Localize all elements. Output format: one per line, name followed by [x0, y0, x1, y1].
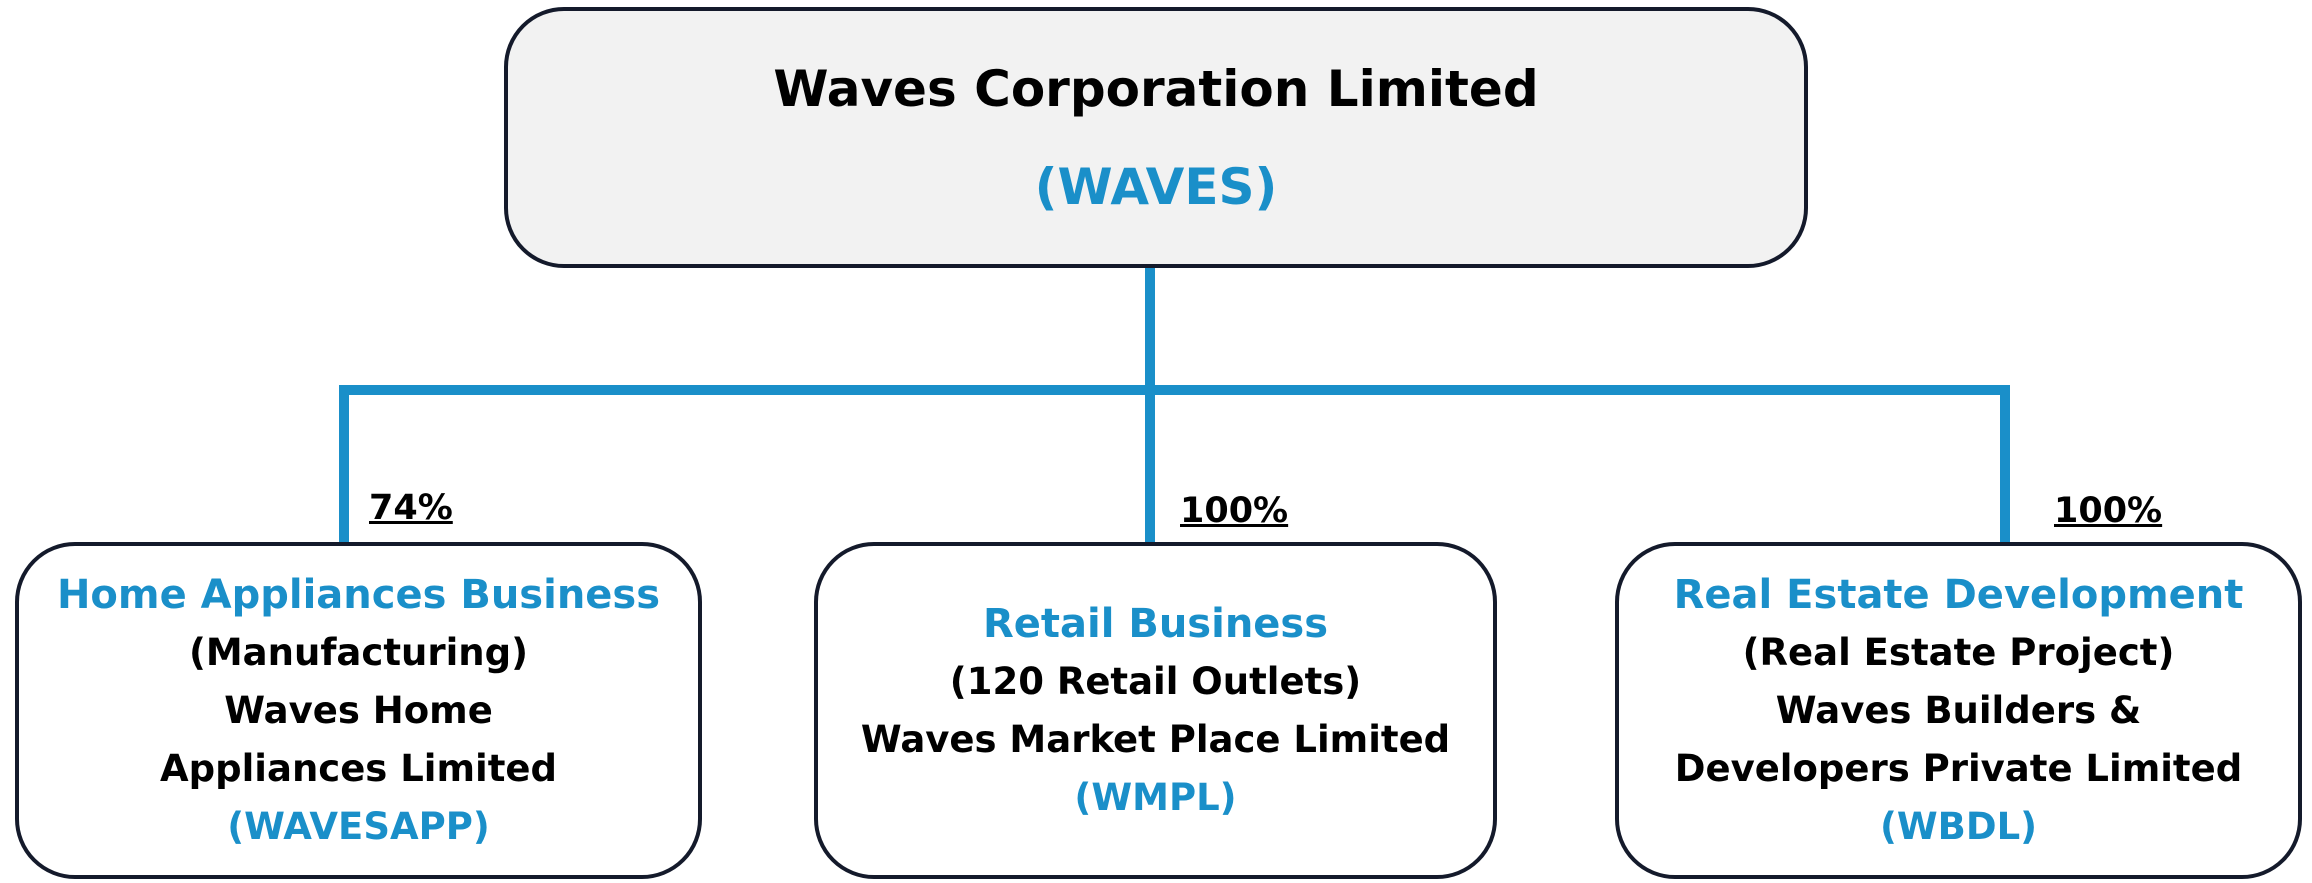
root-title: Waves Corporation Limited: [773, 59, 1539, 118]
node-box: Real Estate Development (Real Estate Pro…: [1615, 542, 2302, 879]
root-box: Waves Corporation Limited (WAVES): [504, 7, 1808, 268]
node-code: (WBDL): [1879, 804, 2038, 848]
node-description: (120 Retail Outlets): [949, 659, 1362, 703]
connector-lines: [339, 268, 2010, 542]
node-code: (WMPL): [1074, 775, 1237, 819]
node-name: Home Appliances Business: [56, 571, 661, 618]
node-company: Waves Market Place Limited: [860, 717, 1451, 761]
node-description: (Real Estate Project): [1742, 630, 2175, 674]
node-box: Retail Business (120 Retail Outlets) Wav…: [814, 542, 1497, 879]
node-name: Real Estate Development: [1673, 571, 2244, 618]
ownership: 74%: [369, 488, 453, 528]
node-name: Retail Business: [982, 600, 1329, 647]
node-box: Home Appliances Business (Manufacturing)…: [15, 542, 702, 879]
node-company: Waves Builders & Developers Private Limi…: [1674, 688, 2243, 790]
root-code: (WAVES): [1034, 157, 1278, 216]
node-description: (Manufacturing): [188, 630, 529, 674]
ownership: 100%: [1180, 491, 1289, 531]
ownership: 100%: [2054, 491, 2163, 531]
node-code: (WAVESAPP): [227, 804, 490, 848]
node-company: Waves Home Appliances Limited: [160, 688, 557, 790]
